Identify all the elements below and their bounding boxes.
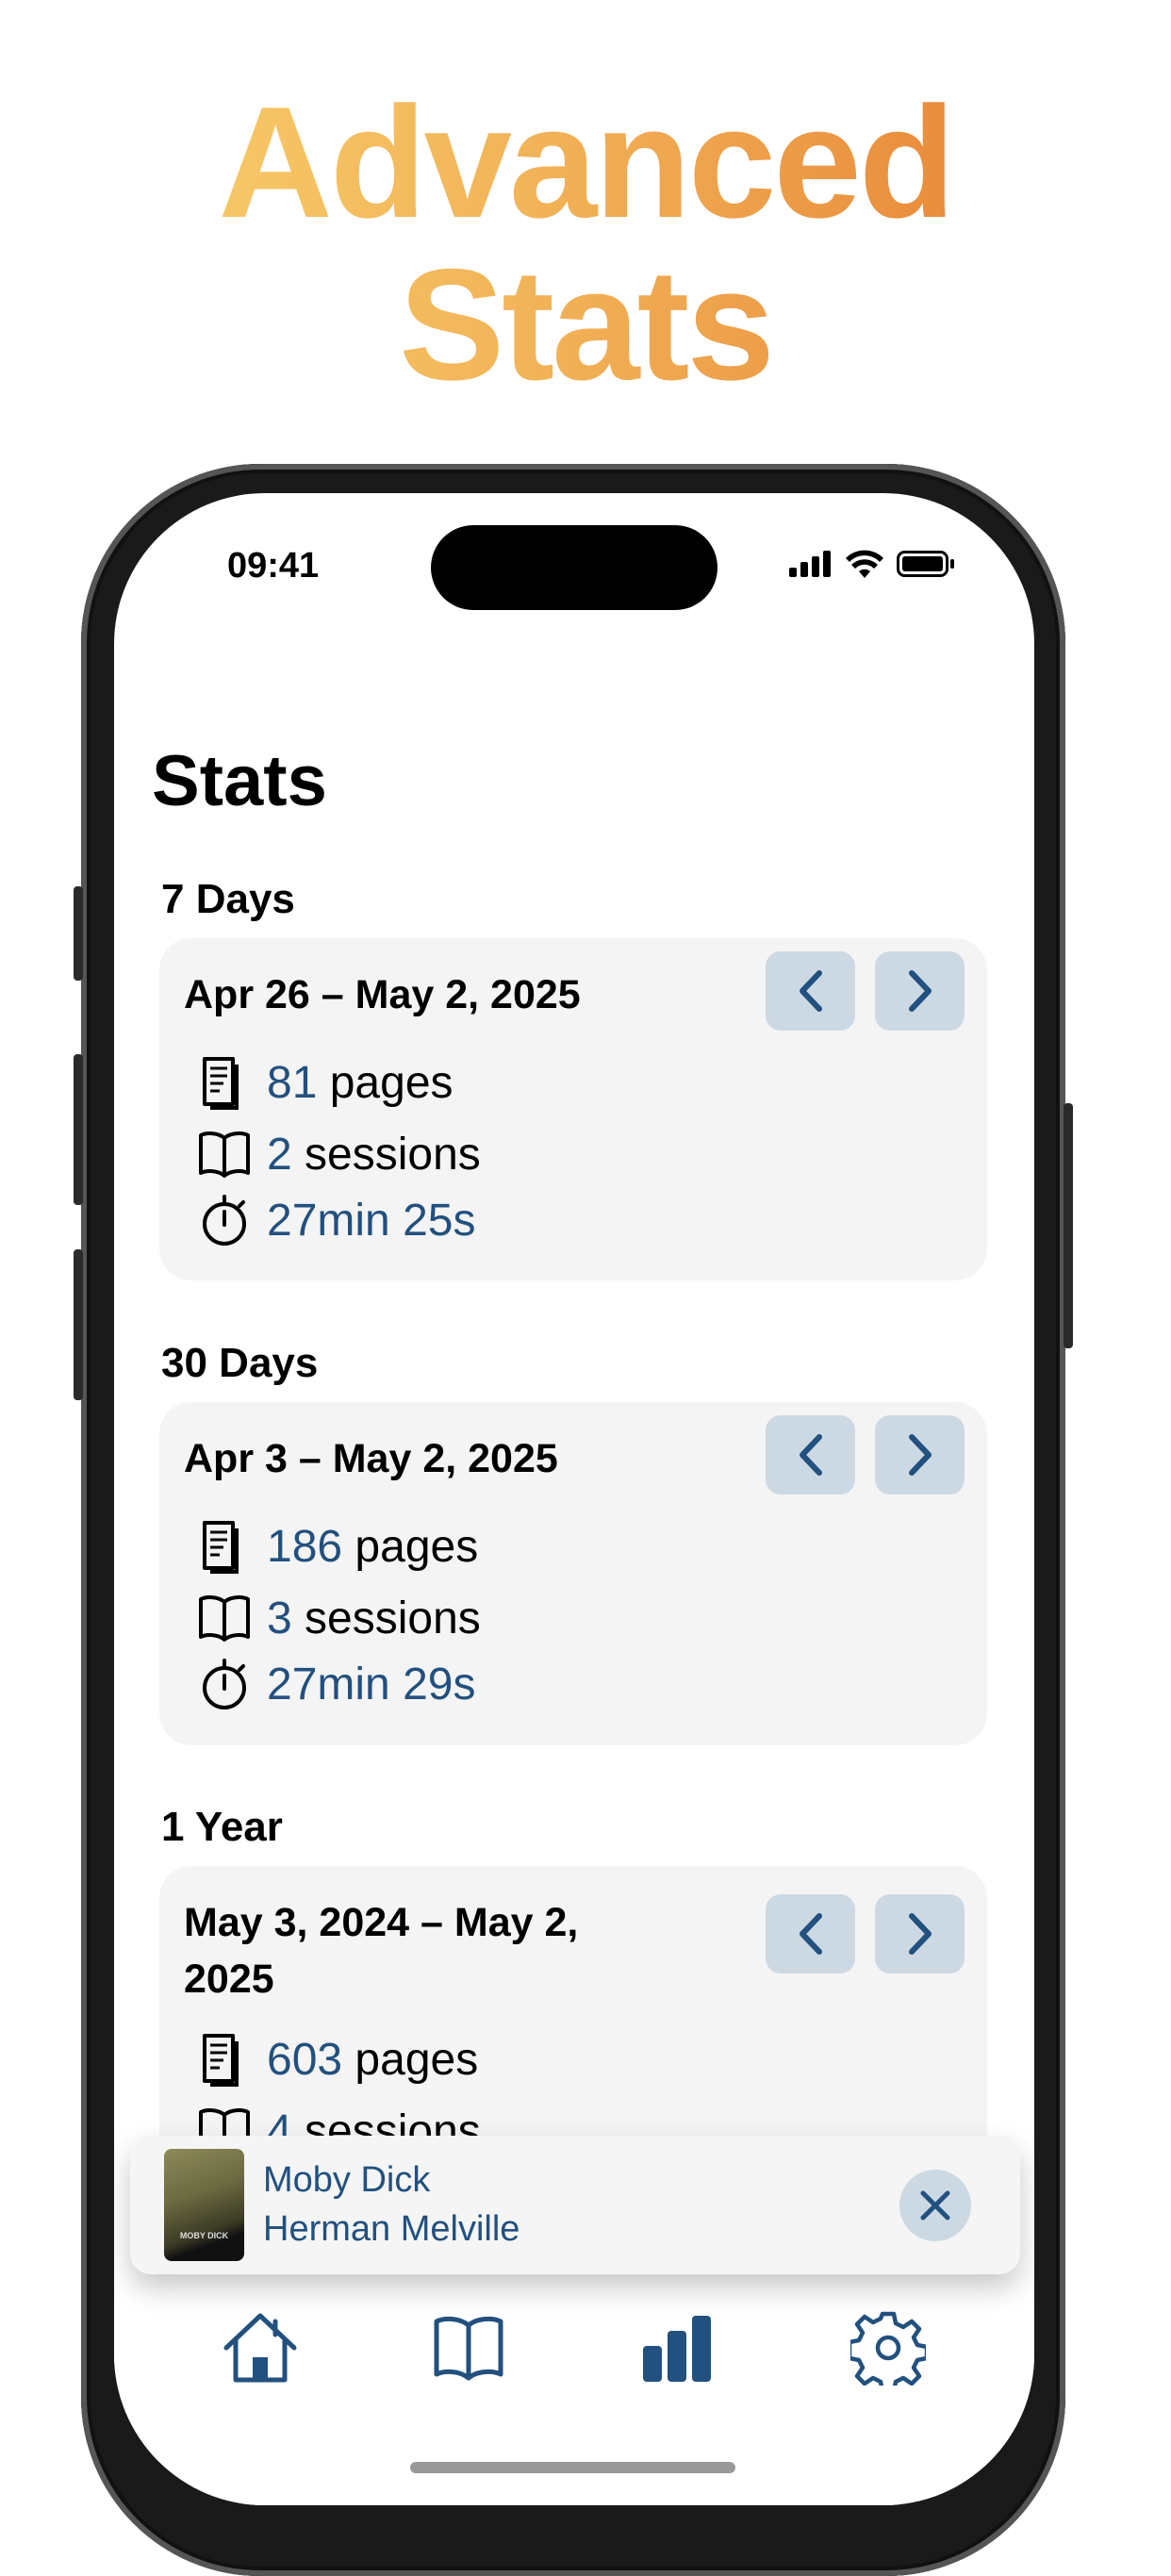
pages-row: 186 pages [197,1519,478,1574]
tab-home[interactable] [221,2308,300,2387]
side-button [74,886,83,981]
close-icon [920,2190,950,2221]
section-label: 30 Days [161,1340,319,1386]
section-label: 7 Days [161,876,295,922]
dynamic-island [431,525,717,610]
section-label: 1 Year [161,1804,283,1850]
tab-library[interactable] [429,2308,508,2387]
tab-settings[interactable] [849,2308,928,2387]
signal-icon [789,551,831,577]
time-value: 27min 25s [267,1195,476,1246]
chevron-right-icon [908,1434,932,1476]
headline-line2: Stats [0,243,1171,405]
next-button[interactable] [875,951,965,1031]
chevron-right-icon [908,1913,932,1955]
tab-stats[interactable] [637,2308,717,2387]
stopwatch-icon [203,1659,246,1709]
cover-text: MOBY DICK [179,2231,229,2240]
previous-button[interactable] [766,1894,855,1973]
previous-button[interactable] [766,951,855,1031]
battery-icon [897,551,954,577]
side-button [74,1249,83,1400]
pages-label: pages [317,1057,454,1108]
next-button[interactable] [875,1894,965,1973]
close-button[interactable] [899,2170,971,2241]
book-cover: MOBY DICK [164,2149,244,2261]
home-indicator [410,2462,735,2473]
pages-value: 81 [267,1057,318,1108]
date-range: May 3, 2024 – May 2, 2025 [184,1900,579,2002]
pages-icon [203,2034,239,2087]
home-icon [223,2313,297,2383]
pages-value: 186 [267,1521,343,1572]
pages-label: pages [342,2034,479,2085]
headline-line1: Advanced [0,81,1171,243]
status-time: 09:41 [227,546,320,586]
pages-icon [203,1521,239,1574]
chevron-left-icon [799,1434,822,1476]
gear-icon [850,2311,926,2386]
sessions-value: 2 [267,1129,292,1180]
book-title[interactable]: Moby Dick [263,2160,431,2200]
pages-row: 81 pages [197,1055,454,1110]
sessions-label: sessions [291,1593,481,1643]
screen: 09:41 Stats 7 Days Apr 26 – May 2, 2025 … [114,493,1034,2505]
side-button [74,1054,83,1205]
status-icons [789,550,955,578]
book-author: Herman Melville [263,2209,520,2249]
next-button[interactable] [875,1415,965,1494]
date-range: Apr 3 – May 2, 2025 [184,1436,558,1481]
chevron-right-icon [908,970,932,1012]
pages-icon [203,1057,239,1110]
time-row: 27min 25s [197,1193,475,1247]
bar-chart-icon [643,2316,711,2382]
book-icon [434,2316,503,2381]
time-row: 27min 29s [197,1657,475,1711]
pages-row: 603 pages [197,2032,478,2087]
page-title: Stats [152,741,327,821]
side-button [1064,1103,1073,1348]
now-playing-bar[interactable]: MOBY DICK Moby Dick Herman Melville [130,2136,1020,2274]
time-value: 27min 29s [267,1659,476,1709]
pages-value: 603 [267,2034,343,2085]
sessions-value: 3 [267,1593,292,1643]
stopwatch-icon [203,1195,246,1246]
date-range: Apr 26 – May 2, 2025 [184,972,581,1017]
stats-card-7-days: Apr 26 – May 2, 2025 81 pages 2 sessions… [159,938,987,1280]
open-book-icon [199,1131,250,1178]
previous-button[interactable] [766,1415,855,1494]
wifi-icon [846,550,883,578]
chevron-left-icon [799,1913,822,1955]
chevron-left-icon [799,970,822,1012]
sessions-row: 3 sessions [197,1591,481,1645]
sessions-label: sessions [291,1129,481,1180]
pages-label: pages [342,1521,479,1572]
sessions-row: 2 sessions [197,1127,481,1181]
open-book-icon [199,1595,250,1642]
stats-card-30-days: Apr 3 – May 2, 2025 186 pages 3 sessions… [159,1402,987,1745]
